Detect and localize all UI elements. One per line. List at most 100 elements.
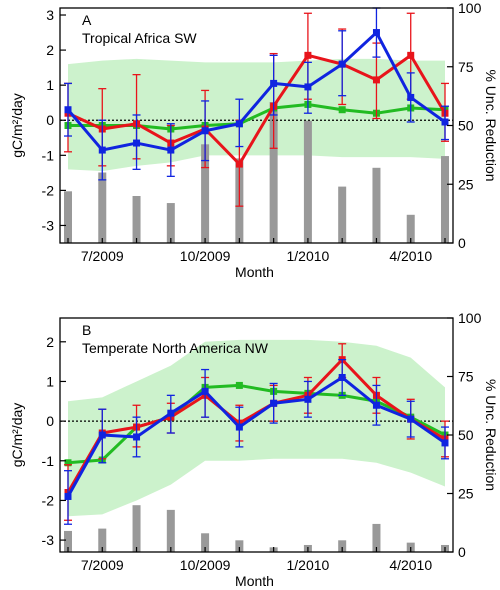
x-axis-title: Month bbox=[235, 264, 274, 280]
x-axis-title: Month bbox=[235, 573, 274, 589]
uncertainty-reduction-bar bbox=[166, 509, 175, 552]
y-axis-title: gC/m²/day bbox=[9, 93, 25, 158]
data-point bbox=[270, 399, 278, 407]
uncertainty-reduction-bar bbox=[338, 186, 347, 243]
y2-tick-label: 100 bbox=[458, 310, 482, 326]
data-point bbox=[407, 415, 415, 423]
data-point bbox=[167, 146, 175, 154]
uncertainty-reduction-bar bbox=[166, 203, 175, 243]
uncertainty-reduction-bar bbox=[235, 540, 244, 552]
data-point bbox=[235, 160, 243, 168]
data-point bbox=[133, 433, 141, 441]
y2-tick-label: 75 bbox=[458, 369, 474, 385]
data-point bbox=[133, 139, 141, 147]
y2-axis-title: % Unc. Reduction bbox=[483, 379, 499, 491]
panel-title: Temperate North America NW bbox=[82, 340, 269, 356]
uncertainty-reduction-bar bbox=[372, 167, 381, 243]
uncertainty-reduction-bar bbox=[201, 533, 210, 552]
uncertainty-reduction-bar bbox=[303, 120, 312, 243]
data-point bbox=[372, 29, 380, 37]
data-point bbox=[64, 106, 72, 114]
y-tick-label: 2 bbox=[46, 42, 54, 58]
y-tick-label: -3 bbox=[42, 217, 55, 233]
y2-tick-label: 75 bbox=[458, 59, 474, 75]
data-point bbox=[201, 127, 209, 135]
data-point bbox=[167, 409, 175, 417]
series-line bbox=[66, 375, 446, 498]
x-tick-label: 10/2009 bbox=[180, 248, 231, 264]
series-line bbox=[67, 383, 446, 465]
y2-axis-title: % Unc. Reduction bbox=[483, 69, 499, 181]
panel-letter: B bbox=[82, 322, 91, 338]
y-axis-title: gC/m²/day bbox=[9, 403, 25, 468]
uncertainty-reduction-bar bbox=[201, 144, 210, 243]
panel-title: Tropical Africa SW bbox=[82, 30, 197, 46]
uncertainty-reduction-bar bbox=[372, 523, 381, 552]
data-point bbox=[98, 431, 106, 439]
panel-letter: A bbox=[82, 12, 92, 28]
data-point bbox=[441, 439, 449, 447]
data-point bbox=[235, 381, 243, 389]
series-blue bbox=[64, 358, 449, 525]
uncertainty-reduction-bar bbox=[132, 196, 141, 243]
y-tick-label: 1 bbox=[46, 373, 54, 389]
data-point bbox=[98, 146, 106, 154]
data-point bbox=[235, 120, 243, 128]
y-tick-label: 0 bbox=[46, 112, 54, 128]
data-point bbox=[201, 387, 209, 395]
y-tick-label: -3 bbox=[42, 532, 55, 548]
data-point bbox=[304, 83, 312, 91]
data-point bbox=[64, 492, 72, 500]
data-point bbox=[338, 60, 346, 68]
uncertainty-reduction-bar bbox=[441, 156, 449, 243]
x-tick-label: 4/2010 bbox=[389, 248, 432, 264]
x-tick-label: 7/2009 bbox=[81, 557, 124, 573]
uncertainty-reduction-bar bbox=[406, 214, 415, 243]
y-tick-label: -1 bbox=[42, 453, 55, 469]
data-point bbox=[372, 401, 380, 409]
uncertainty-reduction-bar bbox=[98, 172, 107, 243]
data-point bbox=[64, 459, 72, 467]
uncertainty-reduction-bar bbox=[98, 528, 107, 552]
y2-tick-label: 50 bbox=[458, 427, 474, 443]
y-tick-label: -2 bbox=[42, 182, 55, 198]
x-tick-label: 7/2009 bbox=[81, 248, 124, 264]
y2-tick-label: 0 bbox=[458, 235, 466, 251]
series-line bbox=[67, 53, 447, 166]
uncertainty-reduction-bar bbox=[64, 530, 72, 552]
y2-tick-label: 25 bbox=[458, 486, 474, 502]
data-point bbox=[304, 395, 312, 403]
x-tick-label: 4/2010 bbox=[389, 557, 432, 573]
x-tick-label: 1/2010 bbox=[286, 557, 329, 573]
y-tick-label: 1 bbox=[46, 77, 54, 93]
data-point bbox=[407, 51, 415, 59]
panel-b: -3 -2 -1 0 1 2 0 25 50 75 100 7/2009 10/2009 1/2010 4/… bbox=[9, 310, 499, 589]
x-tick-label: 1/2010 bbox=[286, 248, 329, 264]
data-point bbox=[338, 373, 346, 381]
uncertainty-reduction-bar bbox=[269, 102, 278, 243]
x-tick-label: 10/2009 bbox=[180, 557, 231, 573]
data-point bbox=[338, 106, 346, 114]
uncertainty-reduction-bar bbox=[338, 540, 347, 552]
data-point bbox=[372, 76, 380, 84]
y2-tick-label: 0 bbox=[458, 544, 466, 560]
y2-tick-label: 100 bbox=[458, 0, 482, 16]
series-line bbox=[66, 31, 446, 152]
y2-tick-label: 50 bbox=[458, 118, 474, 134]
data-point bbox=[407, 93, 415, 101]
y-tick-label: 3 bbox=[46, 7, 54, 23]
y-tick-label: -1 bbox=[42, 147, 55, 163]
data-point bbox=[235, 423, 243, 431]
uncertainty-reduction-bar bbox=[64, 191, 72, 243]
panel-a: -3 -2 -1 0 1 2 3 0 25 50 75 100 7/2009 10/2009 1/2010 4… bbox=[9, 0, 499, 280]
y-tick-label: -2 bbox=[42, 492, 55, 508]
y-tick-label: 0 bbox=[46, 413, 54, 429]
series-blue bbox=[64, 7, 449, 181]
data-point bbox=[304, 51, 312, 59]
series-line bbox=[66, 358, 446, 494]
y-tick-label: 2 bbox=[46, 334, 54, 350]
y2-tick-label: 25 bbox=[458, 176, 474, 192]
data-point bbox=[270, 79, 278, 87]
uncertainty-reduction-bar bbox=[132, 505, 141, 552]
